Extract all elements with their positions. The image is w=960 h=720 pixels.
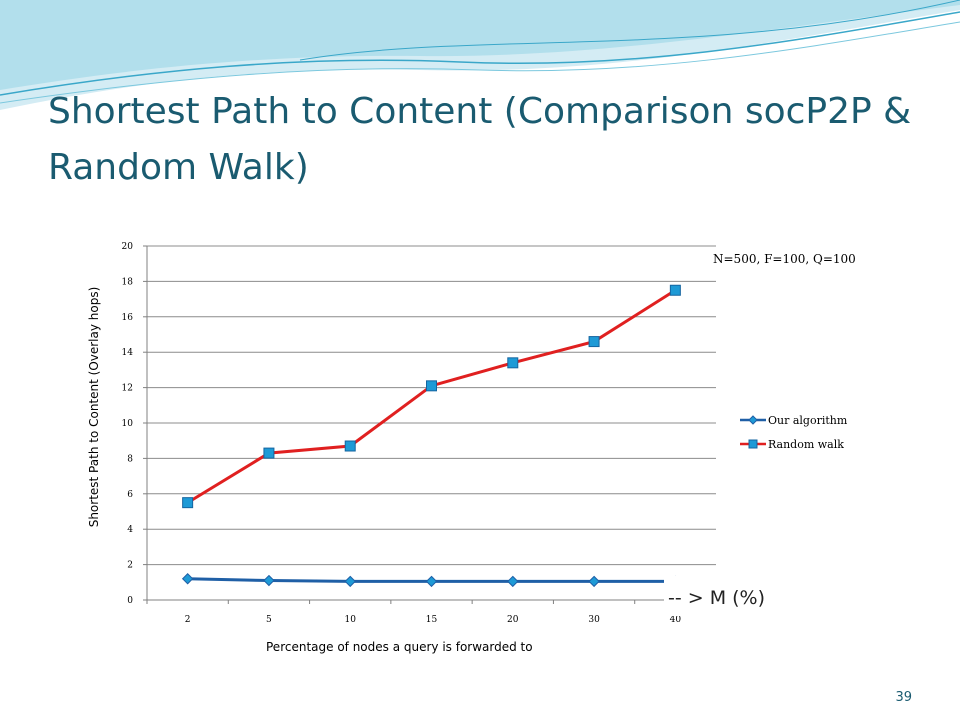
legend: Our algorithm Random walk — [740, 414, 848, 451]
y-tick-label: 14 — [122, 348, 134, 358]
y-tick-label: 8 — [127, 454, 133, 464]
data-point-our-algorithm — [507, 575, 519, 588]
x-tick-label: 5 — [266, 615, 272, 625]
legend-marker-random-walk — [748, 439, 758, 449]
y-axis-title: Shortest Path to Content (Overlay hops) — [87, 287, 101, 528]
header-wave-stroke-1 — [0, 11, 960, 96]
x-tick-label: 20 — [507, 615, 519, 625]
x-axis-note: -- > M (%) — [668, 587, 765, 609]
x-tick-label: 15 — [426, 615, 438, 625]
chart-series — [181, 284, 682, 588]
data-point-our-algorithm — [263, 574, 275, 587]
header-wave-stroke-2 — [0, 21, 960, 104]
series-line-random-walk — [186, 288, 677, 504]
data-point-our-algorithm — [181, 573, 194, 585]
data-point-random-walk — [182, 497, 194, 509]
x-axis-title: Percentage of nodes a query is forwarded… — [266, 640, 533, 654]
chart-gridlines — [143, 245, 717, 604]
data-point-random-walk — [507, 357, 519, 369]
x-tick-labels: 2 5 10 15 20 30 40 — [185, 615, 682, 625]
y-tick-label: 20 — [122, 242, 134, 252]
data-point-our-algorithm — [344, 575, 356, 588]
legend-label-our-algorithm: Our algorithm — [768, 414, 848, 427]
data-point-random-walk — [344, 440, 356, 452]
y-tick-label: 18 — [122, 277, 134, 287]
x-tick-label: 30 — [588, 615, 600, 625]
x-axis-note-box — [664, 576, 792, 616]
legend-label-random-walk: Random walk — [768, 438, 844, 451]
legend-marker-our-algorithm — [748, 415, 758, 425]
x-tick-label: 2 — [185, 615, 191, 625]
chart-axes — [146, 246, 716, 601]
data-point-our-algorithm — [588, 575, 600, 588]
y-tick-label: 0 — [127, 596, 133, 606]
data-point-our-algorithm — [425, 575, 438, 588]
y-tick-labels: 0 2 4 6 8 10 12 14 16 18 20 — [122, 242, 134, 606]
params-annotation: N=500, F=100, Q=100 — [713, 252, 856, 266]
slide-title: Shortest Path to Content (Comparison soc… — [48, 91, 912, 188]
page-number: 39 — [895, 690, 912, 705]
y-axis-title-box — [72, 246, 110, 568]
header-wave-stroke-3 — [299, 0, 960, 61]
x-axis-title-box — [256, 630, 608, 664]
data-point-random-walk — [263, 447, 275, 459]
y-tick-label: 4 — [127, 525, 133, 535]
x-tick-label: 10 — [344, 615, 356, 625]
data-point-random-walk — [588, 336, 600, 348]
y-tick-label: 2 — [127, 561, 133, 571]
y-tick-label: 10 — [122, 419, 134, 429]
y-tick-label: 16 — [122, 313, 134, 323]
y-tick-label: 6 — [127, 490, 133, 500]
data-point-random-walk — [426, 380, 437, 392]
x-tick-label: 40 — [670, 615, 682, 625]
y-tick-label: 12 — [122, 384, 133, 394]
data-point-random-walk — [669, 284, 681, 296]
